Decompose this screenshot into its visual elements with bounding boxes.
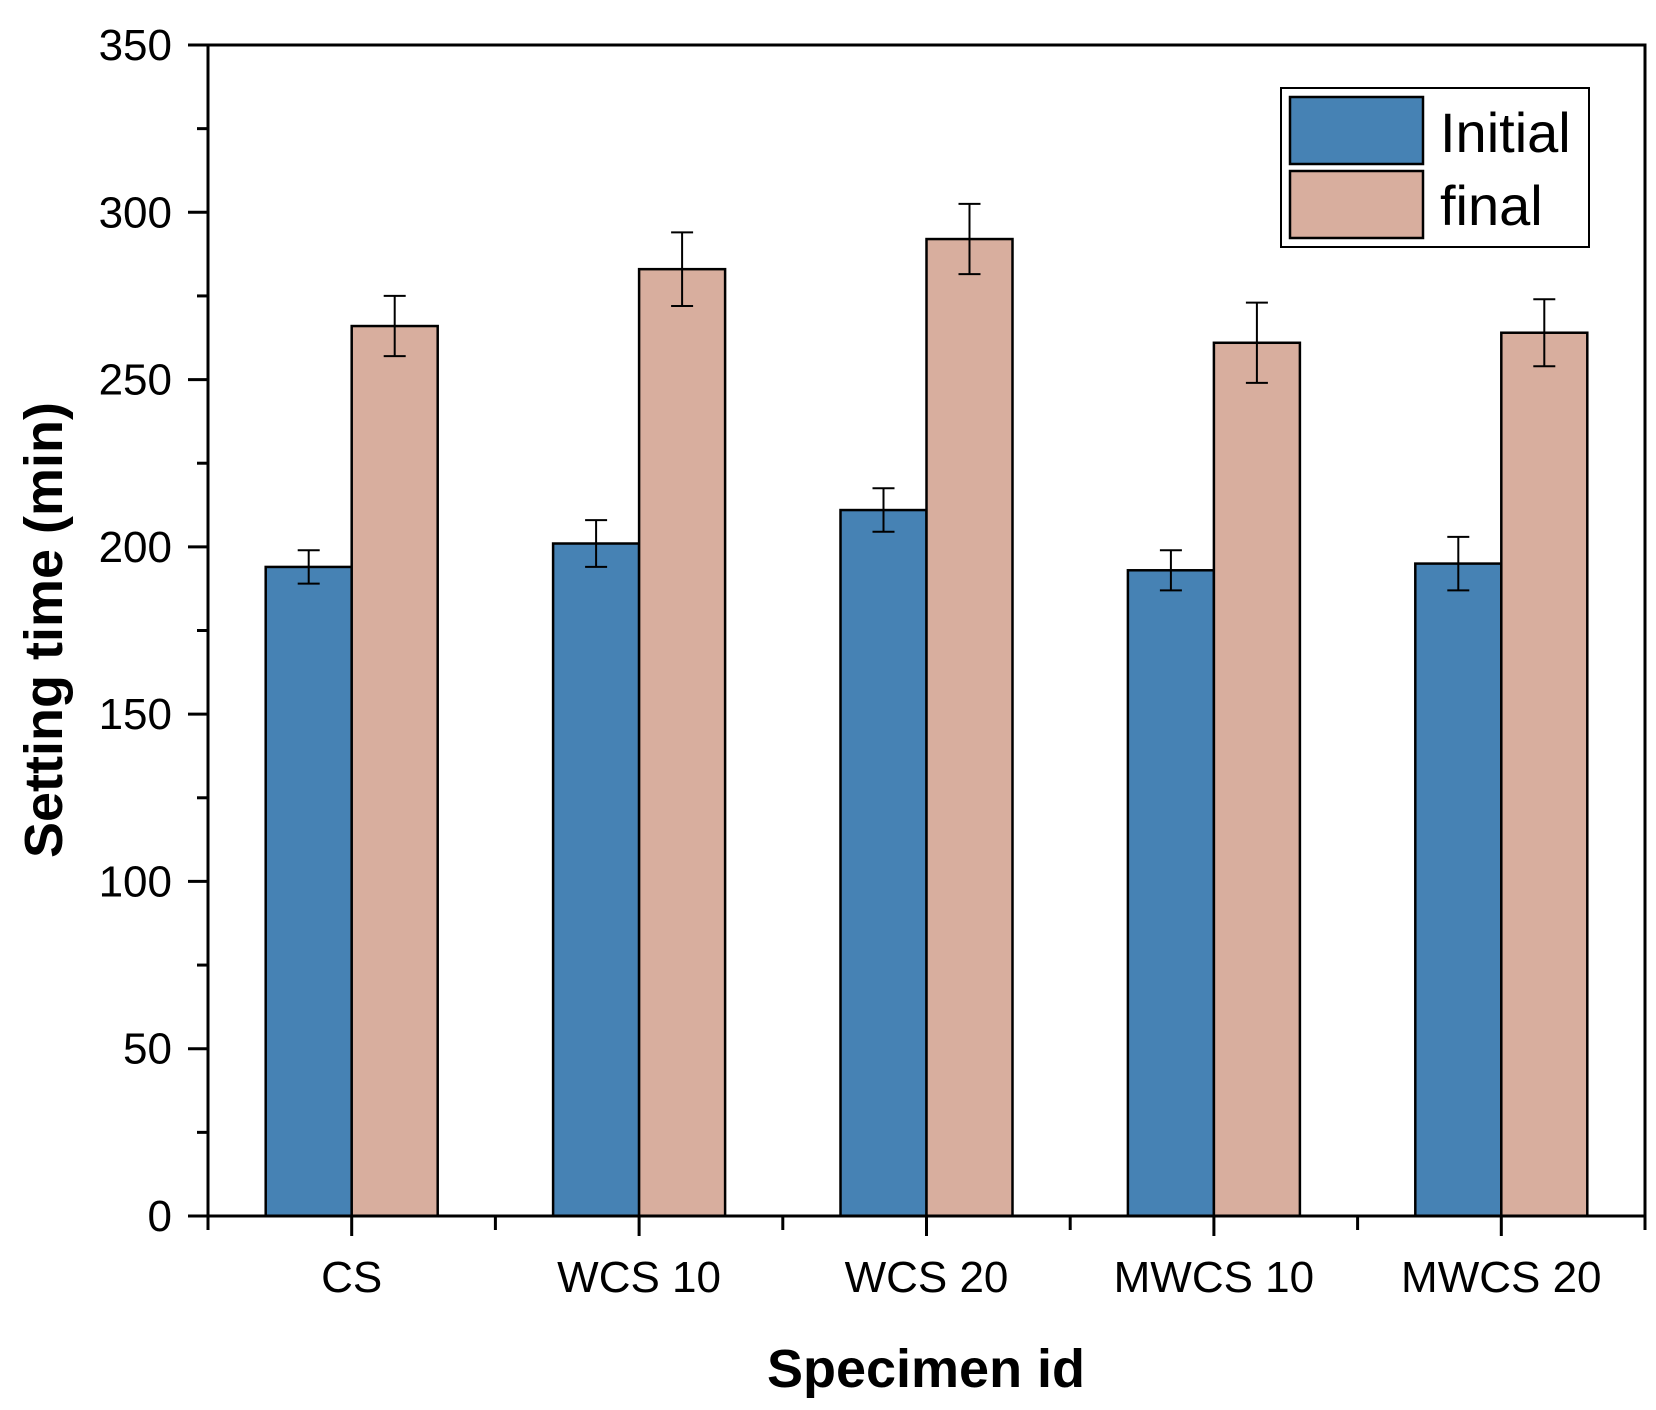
y-tick-label: 50 [123,1025,172,1074]
y-tick-label: 250 [99,356,172,405]
y-tick-label: 150 [99,690,172,739]
bar-final [1500,331,1589,1218]
bar-final [1212,341,1302,1218]
y-tick-label: 200 [99,523,172,572]
x-axis-title: Specimen id [767,1339,1085,1399]
x-tick-label: CS [321,1253,382,1302]
y-axis-ticks: 0 50 100 150 200 250 300 350 [99,21,208,1241]
bar-initial [551,542,641,1218]
legend: Initial final [1280,87,1590,248]
plot-frame [206,43,1647,1218]
bar-series [264,237,1589,1218]
error-bars [297,202,1556,592]
bar-initial [1126,569,1216,1218]
x-tick-label: MWCS 10 [1114,1253,1314,1302]
y-tick-label: 0 [148,1192,172,1241]
bar-final [350,324,439,1218]
legend-swatch-initial [1288,95,1425,166]
x-tick-label: WCS 20 [845,1253,1009,1302]
bar-initial [1414,562,1503,1218]
bar-final [925,237,1014,1218]
y-axis-title: Setting time (min) [14,402,74,858]
bar-initial [264,565,353,1218]
x-tick-label: MWCS 20 [1401,1253,1601,1302]
bar-final [637,267,727,1218]
legend-label-final: final [1440,174,1543,237]
x-axis-ticks: CS WCS 10 WCS 20 MWCS 10 MWCS 20 [206,1216,1647,1302]
y-tick-label: 350 [99,21,172,70]
x-tick-label: WCS 10 [557,1253,721,1302]
bar-initial [839,508,928,1218]
legend-swatch-final [1288,169,1425,240]
legend-label-initial: Initial [1440,101,1571,164]
y-tick-label: 100 [99,857,172,906]
y-tick-label: 300 [99,188,172,237]
